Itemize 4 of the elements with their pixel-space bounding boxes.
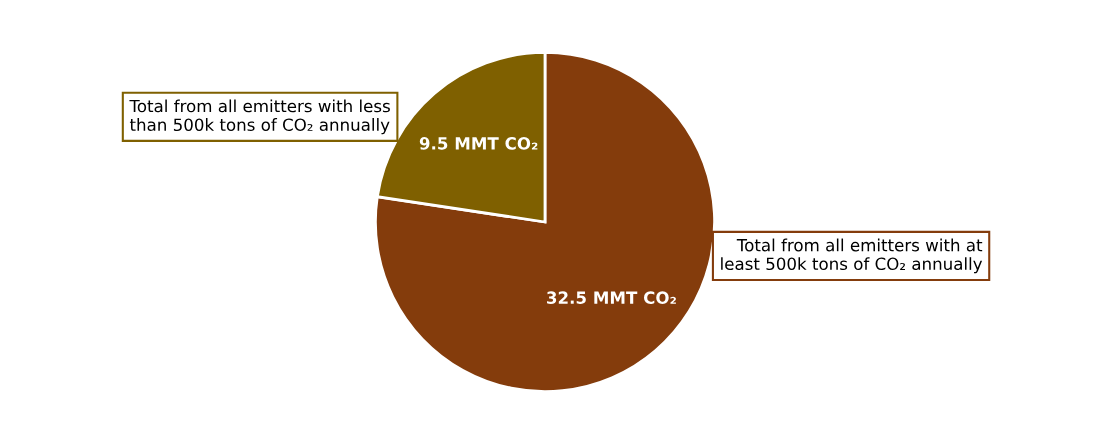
slice-label: Total from all emitters with less than 500k tons of CO₂ annually <box>129 99 390 135</box>
slice-label: Total from all emitters with at least 500k tons of CO₂ annually <box>721 238 983 274</box>
data-label: 32.5 MMT CO₂ <box>547 291 676 304</box>
data-label: 9.5 MMT CO₂ <box>419 137 538 150</box>
